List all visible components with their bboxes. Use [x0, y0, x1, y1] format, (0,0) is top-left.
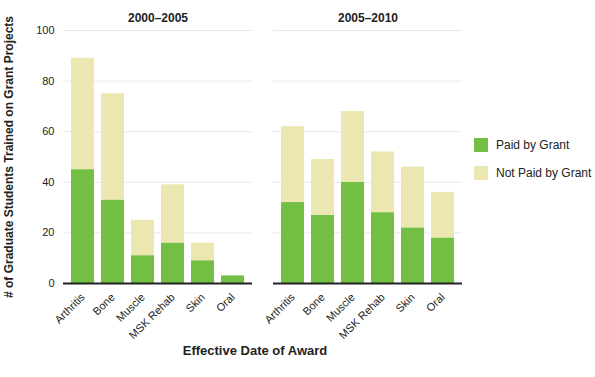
svg-text:40: 40 — [42, 176, 54, 188]
svg-text:Bone: Bone — [90, 291, 117, 318]
svg-text:Bone: Bone — [300, 291, 327, 318]
svg-text:Oral: Oral — [214, 291, 237, 314]
svg-text:100: 100 — [36, 24, 54, 36]
svg-text:60: 60 — [42, 125, 54, 137]
svg-text:Oral: Oral — [424, 291, 447, 314]
svg-text:MSK Rehab: MSK Rehab — [336, 291, 386, 341]
svg-text:2000–2005: 2000–2005 — [128, 11, 188, 25]
svg-text:Arthritis: Arthritis — [262, 290, 297, 325]
svg-text:Muscle: Muscle — [323, 290, 357, 324]
svg-text:Arthritis: Arthritis — [52, 290, 87, 325]
svg-text:80: 80 — [42, 75, 54, 87]
svg-text:MSK Rehab: MSK Rehab — [126, 291, 176, 341]
svg-text:Muscle: Muscle — [113, 290, 147, 324]
svg-text:0: 0 — [48, 277, 54, 289]
html-text:Paid by Grant: Paid by Grant — [496, 138, 570, 152]
svg-text:2005–2010: 2005–2010 — [338, 11, 398, 25]
html-text:Not Paid by Grant: Not Paid by Grant — [496, 166, 592, 180]
svg-text:20: 20 — [42, 226, 54, 238]
html-text:Effective Date of Award: Effective Date of Award — [182, 343, 328, 358]
svg-text:Skin: Skin — [393, 291, 417, 315]
svg-text:Skin: Skin — [183, 291, 207, 315]
svg-text:# of Graduate Students Trained: # of Graduate Students Trained on Grant … — [2, 16, 16, 298]
